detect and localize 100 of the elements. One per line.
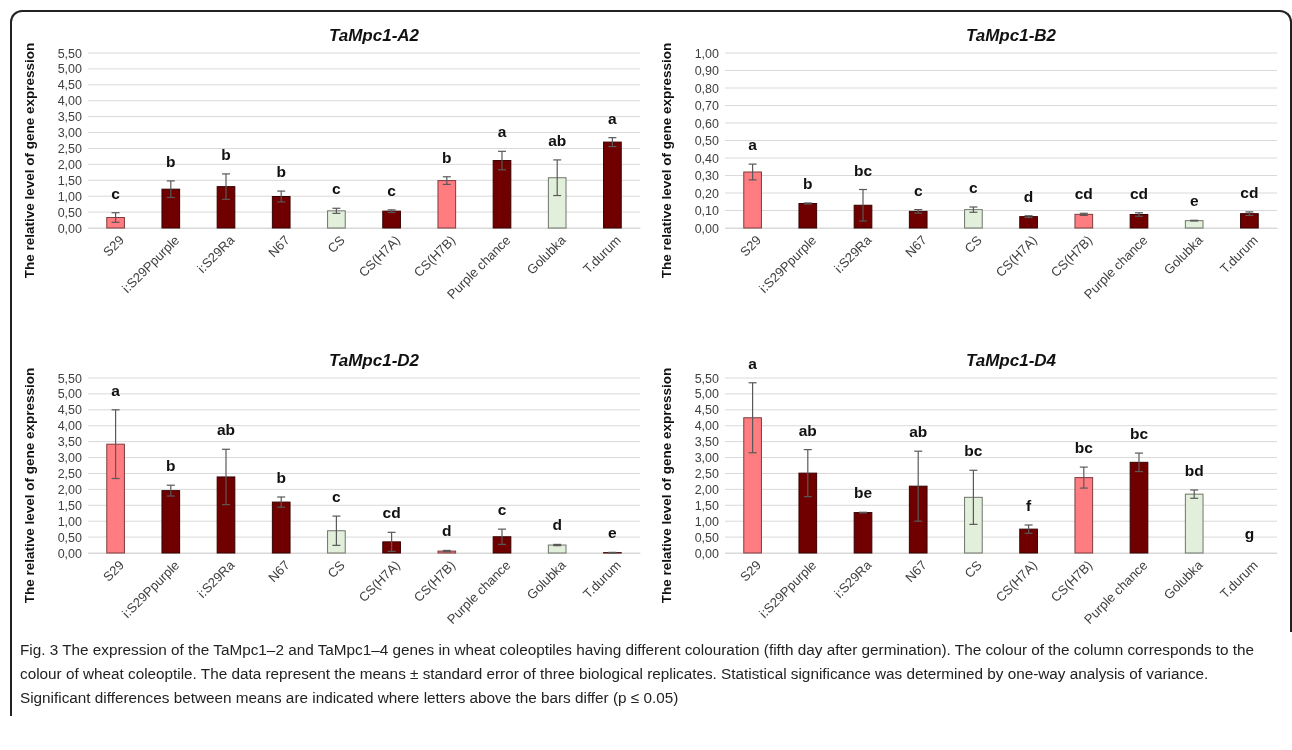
data-label: cd: [1074, 185, 1093, 203]
y-tick-label: 5,50: [694, 371, 720, 386]
y-tick-label: 4,00: [57, 419, 83, 434]
data-label: be: [853, 484, 873, 502]
y-tick-label: 5,00: [57, 62, 83, 77]
y-tick-label: 0,50: [694, 134, 720, 148]
data-label: cd: [1129, 184, 1149, 202]
data-label: cd: [1240, 183, 1259, 201]
y-tick-label: 4,50: [57, 403, 83, 418]
data-label: b: [442, 148, 452, 166]
y-tick-label: 4,50: [694, 403, 720, 418]
chart-title: TaMpc1-A2: [328, 26, 420, 45]
data-label: e: [608, 524, 618, 542]
y-tick-label: 2,00: [57, 157, 83, 172]
y-tick-label: 0,10: [694, 204, 720, 218]
data-label: ab: [548, 131, 567, 149]
y-tick-label: 1,50: [694, 498, 720, 513]
y-tick-label: 0,00: [57, 221, 83, 236]
data-label: bc: [1074, 439, 1094, 457]
data-label: ab: [216, 421, 236, 439]
data-label: c: [387, 181, 397, 199]
data-label: a: [748, 354, 758, 372]
y-tick-label: 1,00: [694, 514, 720, 529]
y-tick-label: 0,00: [57, 546, 83, 561]
y-tick-label: 0,00: [694, 221, 720, 236]
y-tick-label: 0,50: [57, 530, 83, 545]
y-tick-label: 3,50: [694, 435, 720, 450]
y-tick-label: 1,50: [57, 173, 83, 188]
y-tick-label: 5,00: [57, 387, 83, 402]
data-label: b: [166, 457, 176, 475]
data-label: a: [111, 381, 121, 399]
y-tick-label: 0,60: [694, 116, 720, 131]
x-tick-label: CS: [324, 557, 349, 581]
y-tick-label: 3,00: [694, 451, 720, 466]
y-tick-label: 3,00: [57, 126, 83, 141]
data-label: b: [221, 145, 231, 163]
data-label: d: [442, 522, 452, 540]
y-tick-label: 0,40: [694, 151, 720, 166]
x-tick-label: N67: [902, 557, 930, 585]
data-label: c: [497, 501, 507, 519]
x-tick-label: S29: [100, 557, 128, 585]
chart-title: TaMpc1-B2: [965, 26, 1057, 45]
y-tick-label: 1,00: [57, 514, 83, 529]
y-tick-label: 0,80: [694, 81, 720, 96]
y-tick-label: 1,00: [694, 46, 720, 61]
data-label: d: [1023, 187, 1034, 205]
y-tick-label: 5,00: [694, 387, 720, 402]
data-label: c: [913, 181, 923, 199]
y-axis-title: The relative level of gene expression: [22, 42, 37, 279]
x-tick-label: CS: [961, 232, 986, 256]
y-tick-label: 3,50: [57, 110, 83, 125]
y-axis-title: The relative level of gene expression: [659, 367, 674, 604]
x-tick-label: N67: [265, 232, 293, 260]
y-tick-label: 4,00: [694, 419, 720, 434]
y-tick-label: 4,50: [57, 78, 83, 93]
data-label: a: [608, 109, 618, 127]
y-tick-label: 0,00: [694, 546, 720, 561]
y-tick-label: 0,50: [57, 205, 83, 220]
y-tick-label: 2,00: [57, 482, 83, 497]
data-label: c: [332, 488, 342, 506]
x-tick-label: S29: [737, 232, 765, 260]
y-tick-label: 1,00: [57, 189, 83, 204]
y-tick-label: 2,00: [694, 482, 720, 497]
data-label: bc: [1129, 425, 1149, 443]
data-label: bc: [853, 161, 873, 179]
x-tick-label: N67: [902, 232, 930, 260]
caption: Fig. 3 The expression of the TaMpc1–2 and TaMpc1–4 genes in wheat coleoptiles having different colouration (fifth day after germination). The colour of the column corresponds to the colour of wheat coleoptile. The data represent the means ± standard error of three biological replicates. Statistical significance was determined by one-way analysis of variance. Significant differences between means are indicated where letters above the bars differ (p ≤ 0.05): [20, 640, 1256, 708]
data-label: ab: [798, 421, 817, 439]
data-label: b: [276, 469, 286, 486]
y-tick-label: 0,20: [694, 186, 720, 201]
y-tick-label: 2,50: [57, 141, 83, 156]
data-label: f: [1026, 497, 1033, 514]
data-label: b: [803, 174, 813, 192]
data-label: g: [1244, 525, 1255, 542]
y-tick-label: 1,50: [57, 498, 83, 513]
y-tick-label: 5,50: [57, 371, 83, 386]
y-tick-label: 0,30: [694, 169, 720, 183]
data-label: cd: [382, 504, 401, 522]
y-tick-label: 0,70: [694, 99, 720, 113]
data-label: bc: [964, 442, 983, 460]
y-tick-label: 0,90: [694, 64, 720, 78]
data-label: a: [748, 136, 758, 154]
data-label: c: [969, 179, 979, 196]
y-axis-title: The relative level of gene expression: [22, 367, 37, 604]
x-tick-label: N67: [265, 557, 293, 585]
data-label: a: [497, 123, 507, 141]
data-label: b: [166, 152, 176, 170]
data-label: bd: [1184, 462, 1204, 479]
y-tick-label: 0,50: [694, 530, 720, 545]
data-label: c: [332, 180, 342, 198]
x-tick-label: CS: [961, 557, 986, 581]
x-tick-label: S29: [100, 232, 128, 260]
y-tick-label: 5,50: [57, 46, 83, 61]
data-label: d: [552, 516, 562, 534]
x-tick-label: CS: [324, 232, 349, 256]
y-tick-label: 3,50: [57, 435, 83, 450]
data-label: c: [111, 184, 121, 202]
y-tick-label: 2,50: [694, 466, 720, 481]
data-label: e: [1189, 192, 1199, 210]
y-tick-label: 2,50: [57, 466, 83, 481]
